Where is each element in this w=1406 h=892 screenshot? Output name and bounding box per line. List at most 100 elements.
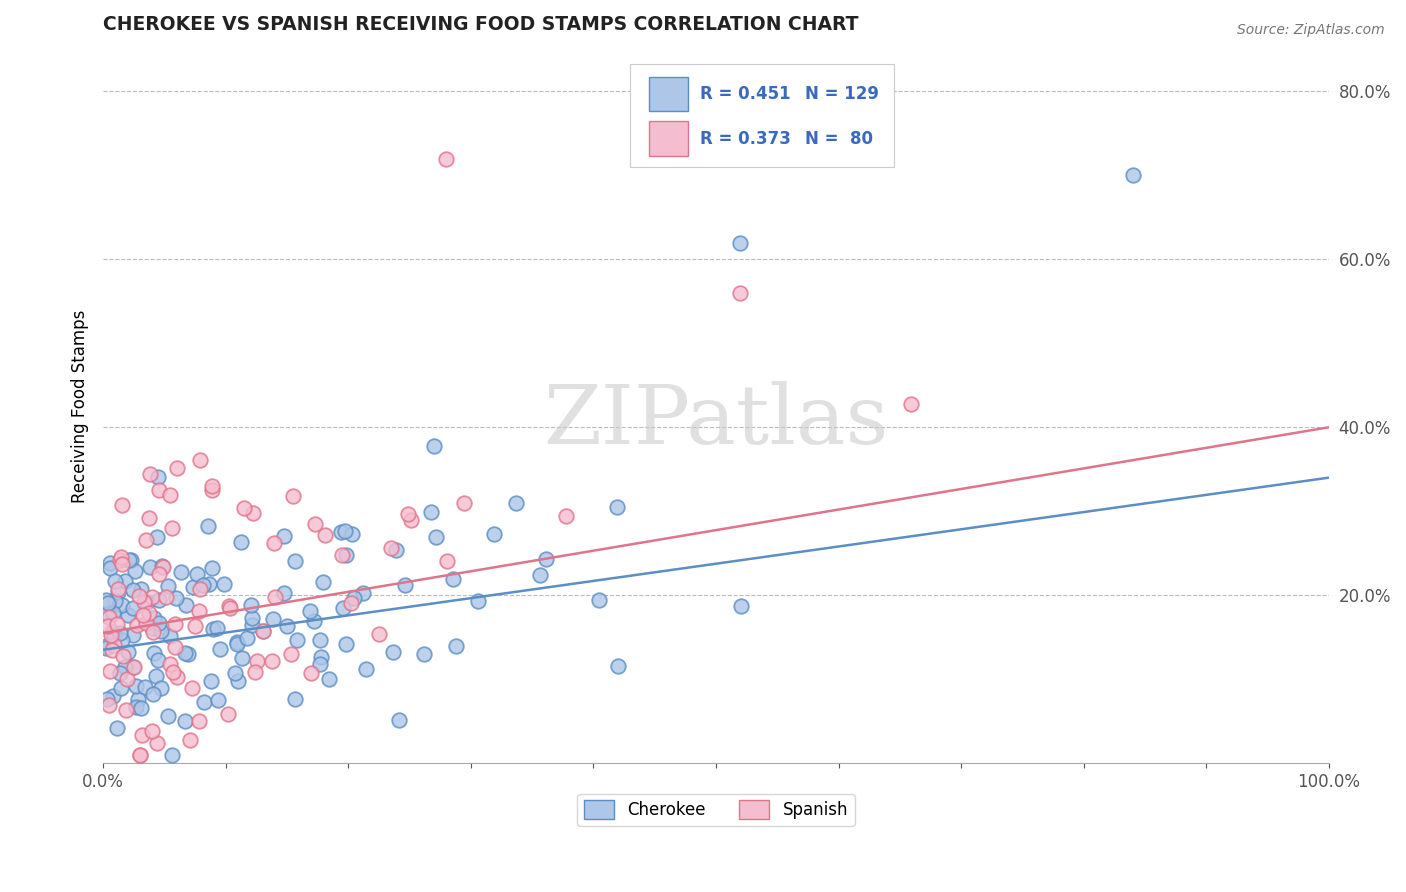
- Point: [132, 595, 155, 609]
- Point: [193, 578, 215, 592]
- Point: [103, 638, 125, 652]
- Point: [335, 638, 357, 652]
- Point: [101, 624, 124, 639]
- Point: [150, 681, 173, 695]
- Point: [340, 526, 363, 541]
- Point: [401, 513, 423, 527]
- Text: R = 0.451: R = 0.451: [700, 86, 790, 103]
- Point: [240, 611, 263, 625]
- Point: [413, 647, 436, 661]
- Point: [111, 557, 134, 571]
- Point: [112, 649, 135, 664]
- Point: [384, 542, 406, 557]
- Point: [201, 479, 224, 493]
- Point: [1122, 169, 1144, 183]
- FancyBboxPatch shape: [630, 63, 894, 167]
- Point: [138, 607, 160, 621]
- Point: [120, 552, 142, 566]
- Text: CHEROKEE VS SPANISH RECEIVING FOOD STAMPS CORRELATION CHART: CHEROKEE VS SPANISH RECEIVING FOOD STAMP…: [103, 15, 859, 34]
- Point: [166, 670, 188, 684]
- Point: [214, 576, 236, 591]
- Point: [101, 689, 124, 703]
- Point: [131, 728, 153, 742]
- Point: [141, 621, 163, 635]
- Point: [125, 700, 148, 714]
- Point: [309, 649, 332, 664]
- Point: [117, 644, 139, 658]
- Point: [218, 599, 240, 613]
- Point: [141, 591, 163, 605]
- Point: [380, 541, 402, 555]
- Point: [148, 616, 170, 631]
- Point: [187, 714, 209, 729]
- Point: [125, 617, 148, 632]
- Point: [284, 692, 307, 706]
- Point: [260, 654, 283, 668]
- Point: [263, 536, 285, 550]
- Point: [105, 721, 128, 735]
- Point: [122, 660, 145, 674]
- Point: [142, 687, 165, 701]
- Point: [352, 586, 374, 600]
- Point: [183, 619, 205, 633]
- Point: [97, 607, 120, 621]
- Point: [149, 624, 172, 639]
- Point: [382, 645, 405, 659]
- Point: [114, 660, 136, 674]
- Point: [200, 674, 222, 689]
- Point: [482, 526, 505, 541]
- Point: [239, 599, 262, 613]
- Point: [299, 604, 322, 618]
- Point: [243, 665, 266, 679]
- Point: [114, 574, 136, 588]
- Point: [122, 659, 145, 673]
- Point: [193, 695, 215, 709]
- Point: [226, 635, 249, 649]
- Point: [104, 574, 127, 589]
- Point: [330, 548, 353, 562]
- Point: [160, 747, 183, 762]
- Point: [396, 508, 419, 522]
- Point: [146, 653, 169, 667]
- Point: [226, 637, 249, 651]
- Point: [132, 608, 155, 623]
- Point: [205, 621, 228, 635]
- Point: [105, 617, 128, 632]
- Text: N =  80: N = 80: [806, 129, 873, 147]
- Point: [188, 453, 211, 467]
- Point: [145, 530, 167, 544]
- Point: [354, 662, 377, 676]
- Point: [148, 593, 170, 607]
- Point: [180, 681, 202, 696]
- Point: [94, 640, 117, 655]
- Point: [252, 624, 274, 639]
- Point: [453, 496, 475, 510]
- Point: [135, 533, 157, 548]
- Point: [165, 640, 187, 655]
- Point: [304, 516, 326, 531]
- Point: [159, 657, 181, 671]
- Point: [100, 643, 122, 657]
- Point: [98, 665, 121, 679]
- Point: [309, 632, 332, 647]
- Point: [233, 500, 256, 515]
- Point: [142, 611, 165, 625]
- Point: [157, 579, 180, 593]
- Legend: Cherokee, Spanish: Cherokee, Spanish: [578, 794, 855, 826]
- Point: [174, 646, 197, 660]
- Point: [529, 568, 551, 582]
- Bar: [648, 77, 688, 112]
- Point: [142, 646, 165, 660]
- Point: [135, 615, 157, 630]
- Point: [96, 639, 118, 653]
- Point: [142, 624, 165, 639]
- Point: [128, 589, 150, 603]
- Point: [128, 747, 150, 762]
- Point: [283, 489, 305, 503]
- Point: [127, 691, 149, 706]
- Point: [606, 500, 628, 514]
- Point: [101, 606, 124, 620]
- Point: [318, 672, 340, 686]
- Point: [97, 619, 120, 633]
- Point: [129, 747, 152, 762]
